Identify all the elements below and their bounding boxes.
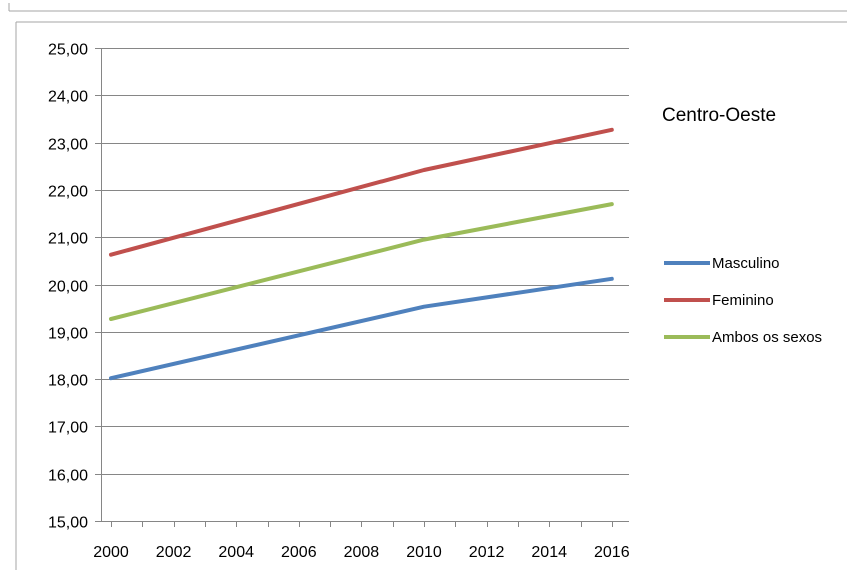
y-tick-label: 22,00 [48,184,88,201]
legend-label: Masculino [712,255,780,272]
x-tick-label: 2012 [469,544,505,561]
legend: Masculino Feminino Ambos os sexos [664,255,822,346]
x-tick-label: 2004 [218,544,254,561]
x-tick-label: 2008 [344,544,380,561]
y-tick-label: 23,00 [48,137,88,154]
y-tick-label: 21,00 [48,231,88,248]
axes [95,48,629,527]
series-line-masculino [109,276,614,381]
x-tick-label: 2006 [281,544,317,561]
gridlines [101,48,629,475]
y-tick-label: 24,00 [48,89,88,106]
x-tick-label: 2016 [594,544,630,561]
chart-title: Centro-Oeste [662,105,776,126]
x-tick-label: 2000 [93,544,129,561]
y-tick-label: 17,00 [48,420,88,437]
y-tick-label: 25,00 [48,42,88,59]
x-tick-label: 2010 [406,544,442,561]
series-line-feminino [109,127,614,257]
legend-label: Feminino [712,292,774,309]
y-tick-label: 16,00 [48,468,88,485]
series-line-ambos-os-sexos [109,202,614,321]
x-tick-label: 2002 [156,544,192,561]
y-tick-label: 19,00 [48,326,88,343]
x-tick-label: 2014 [531,544,567,561]
x-tick-labels: 2000 2002 2004 2006 2008 2010 2012 2014 2016 [93,544,629,561]
legend-label: Ambos os sexos [712,329,822,346]
series-lines [109,127,614,381]
y-tick-label: 20,00 [48,279,88,296]
y-tick-labels: 15,00 16,00 17,00 18,00 19,00 20,00 21,00 22,00… [48,42,88,532]
y-tick-label: 15,00 [48,515,88,532]
y-tick-label: 18,00 [48,373,88,390]
